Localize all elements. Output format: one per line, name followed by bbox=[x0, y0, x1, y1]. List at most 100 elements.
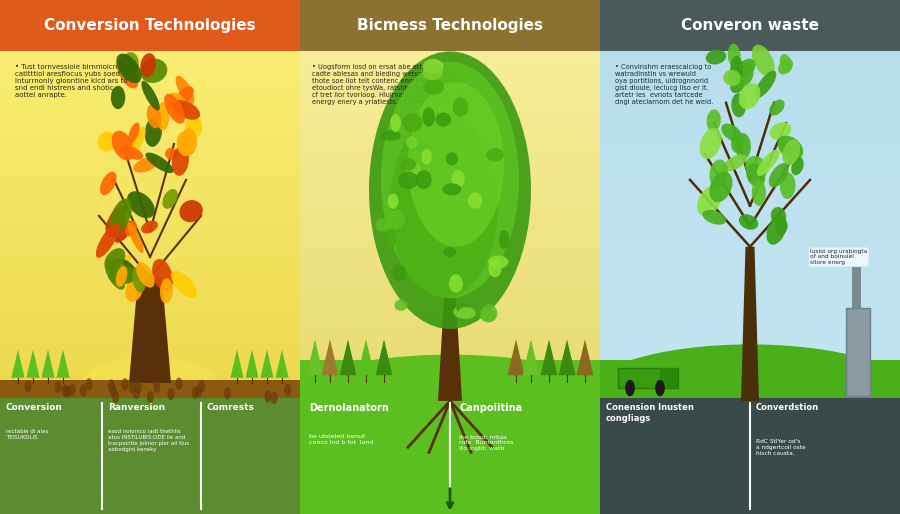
Polygon shape bbox=[230, 350, 244, 378]
Ellipse shape bbox=[164, 94, 184, 124]
Ellipse shape bbox=[424, 80, 444, 95]
Polygon shape bbox=[12, 350, 24, 378]
Ellipse shape bbox=[172, 146, 189, 176]
Ellipse shape bbox=[423, 64, 443, 80]
Ellipse shape bbox=[706, 109, 721, 132]
Ellipse shape bbox=[132, 127, 146, 152]
Ellipse shape bbox=[769, 163, 788, 187]
Polygon shape bbox=[307, 339, 323, 375]
Ellipse shape bbox=[488, 255, 508, 268]
Ellipse shape bbox=[176, 132, 193, 156]
Ellipse shape bbox=[757, 149, 779, 176]
Ellipse shape bbox=[112, 131, 134, 160]
Polygon shape bbox=[846, 308, 870, 396]
Text: Conversion: Conversion bbox=[6, 403, 63, 413]
Ellipse shape bbox=[110, 262, 125, 283]
Text: Dernolanatorn: Dernolanatorn bbox=[309, 403, 389, 413]
Ellipse shape bbox=[724, 70, 741, 86]
Text: lusist org urabiogta
of and boinuiel
silore energ: lusist org urabiogta of and boinuiel sil… bbox=[810, 249, 868, 265]
Ellipse shape bbox=[125, 221, 137, 236]
Ellipse shape bbox=[699, 128, 722, 159]
Polygon shape bbox=[600, 0, 900, 51]
Polygon shape bbox=[26, 350, 40, 378]
Circle shape bbox=[408, 82, 504, 247]
Ellipse shape bbox=[104, 248, 125, 270]
Text: Conension Inusten
congliags: Conension Inusten congliags bbox=[606, 403, 694, 423]
Ellipse shape bbox=[486, 149, 504, 161]
Ellipse shape bbox=[442, 183, 462, 195]
Polygon shape bbox=[600, 398, 900, 514]
Ellipse shape bbox=[162, 189, 178, 209]
Ellipse shape bbox=[436, 113, 451, 127]
Ellipse shape bbox=[739, 83, 760, 109]
Text: ike bosd; nrbas
rofe  Bunienthros
ito inglit; wath: ike bosd; nrbas rofe Bunienthros ito ing… bbox=[459, 434, 513, 451]
Ellipse shape bbox=[125, 279, 143, 302]
Polygon shape bbox=[0, 380, 300, 401]
Ellipse shape bbox=[180, 128, 197, 156]
Ellipse shape bbox=[111, 86, 125, 109]
Ellipse shape bbox=[468, 192, 482, 209]
Circle shape bbox=[192, 387, 199, 399]
Ellipse shape bbox=[388, 193, 399, 209]
Ellipse shape bbox=[703, 210, 726, 225]
Polygon shape bbox=[852, 267, 861, 308]
Polygon shape bbox=[300, 398, 600, 514]
Ellipse shape bbox=[104, 260, 125, 290]
Circle shape bbox=[626, 380, 634, 396]
Ellipse shape bbox=[171, 271, 197, 298]
Text: • Tust tornvessiole birnmoicn
catitttiol aresflocus yubs soed
inturrnonly gloont: • Tust tornvessiole birnmoicn catitttiol… bbox=[15, 64, 128, 98]
Circle shape bbox=[80, 384, 87, 397]
Ellipse shape bbox=[454, 305, 471, 319]
Ellipse shape bbox=[728, 62, 753, 88]
Circle shape bbox=[64, 385, 71, 397]
Ellipse shape bbox=[752, 45, 775, 77]
Ellipse shape bbox=[736, 59, 755, 79]
Ellipse shape bbox=[731, 133, 743, 153]
Text: rectable di alas
TEISUKDLIS: rectable di alas TEISUKDLIS bbox=[6, 429, 49, 440]
Circle shape bbox=[68, 384, 76, 396]
Ellipse shape bbox=[152, 259, 173, 291]
Ellipse shape bbox=[141, 221, 158, 233]
Circle shape bbox=[110, 385, 117, 397]
Circle shape bbox=[112, 391, 120, 403]
Ellipse shape bbox=[112, 258, 138, 283]
Ellipse shape bbox=[176, 76, 194, 104]
Ellipse shape bbox=[778, 59, 793, 75]
Circle shape bbox=[108, 379, 115, 392]
Ellipse shape bbox=[452, 170, 464, 188]
Circle shape bbox=[122, 378, 129, 391]
Ellipse shape bbox=[770, 100, 785, 116]
Ellipse shape bbox=[98, 132, 115, 152]
Ellipse shape bbox=[400, 158, 416, 171]
Ellipse shape bbox=[157, 102, 169, 131]
Ellipse shape bbox=[782, 139, 800, 166]
Ellipse shape bbox=[128, 222, 143, 253]
Ellipse shape bbox=[136, 262, 155, 288]
Ellipse shape bbox=[165, 148, 177, 159]
Ellipse shape bbox=[423, 59, 444, 74]
Ellipse shape bbox=[779, 54, 792, 72]
Ellipse shape bbox=[449, 274, 463, 292]
Ellipse shape bbox=[394, 300, 408, 311]
Ellipse shape bbox=[141, 81, 159, 111]
Circle shape bbox=[86, 378, 93, 391]
Text: Conversion Technologies: Conversion Technologies bbox=[44, 18, 256, 33]
Ellipse shape bbox=[388, 210, 405, 229]
Polygon shape bbox=[260, 350, 274, 378]
Ellipse shape bbox=[709, 159, 728, 187]
Ellipse shape bbox=[770, 122, 791, 140]
Ellipse shape bbox=[709, 172, 733, 202]
Ellipse shape bbox=[140, 59, 167, 83]
Circle shape bbox=[135, 381, 142, 393]
Ellipse shape bbox=[116, 266, 128, 287]
Ellipse shape bbox=[724, 154, 747, 171]
Ellipse shape bbox=[780, 173, 796, 199]
Text: RdC StlYer od's
a ndgertcoil oste
hisch causta.: RdC StlYer od's a ndgertcoil oste hisch … bbox=[756, 439, 806, 456]
Ellipse shape bbox=[402, 113, 423, 132]
Ellipse shape bbox=[730, 79, 745, 93]
Ellipse shape bbox=[417, 143, 430, 154]
Ellipse shape bbox=[456, 303, 470, 314]
Ellipse shape bbox=[381, 131, 400, 141]
Ellipse shape bbox=[405, 162, 421, 177]
Ellipse shape bbox=[160, 279, 173, 303]
